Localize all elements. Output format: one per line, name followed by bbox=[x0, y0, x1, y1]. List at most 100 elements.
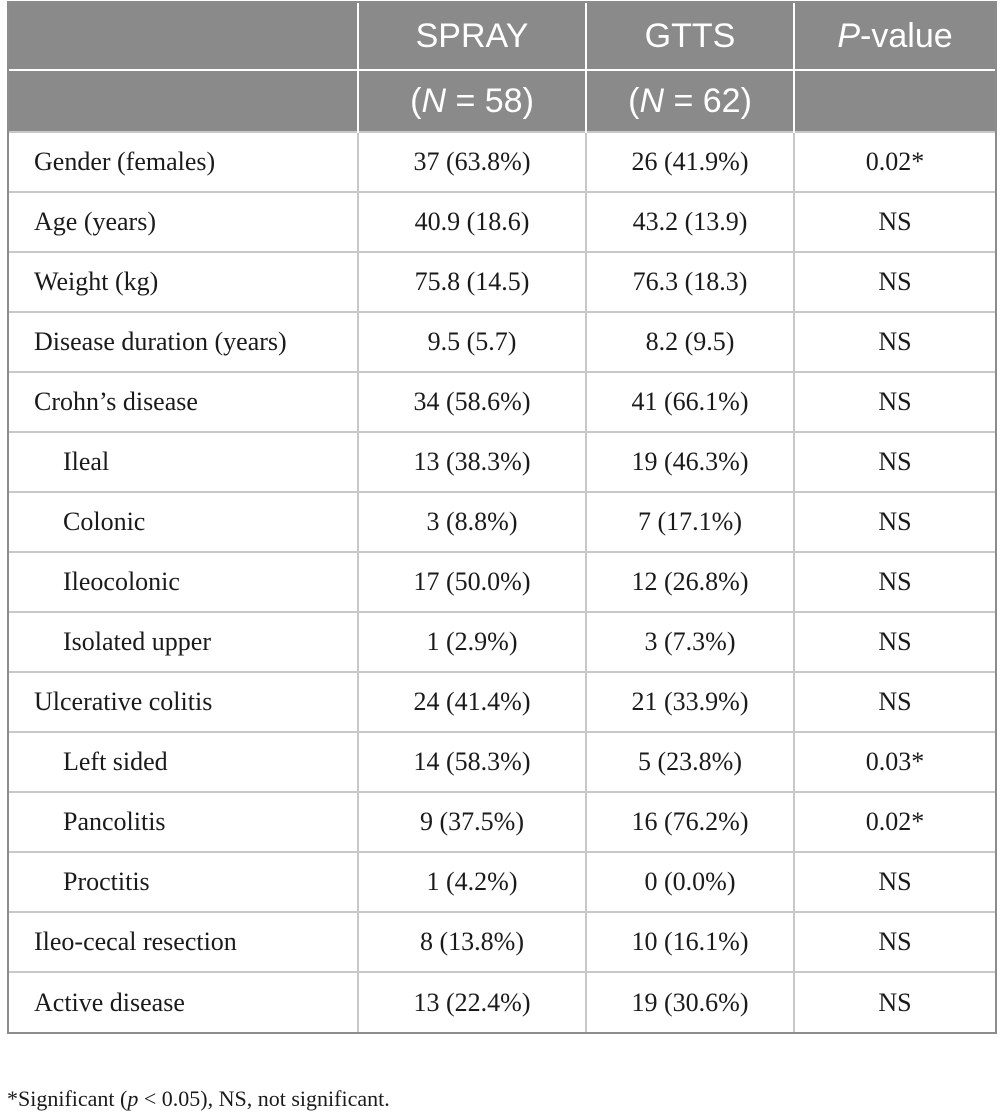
spray-value: 34 (58.6%) bbox=[357, 371, 587, 433]
gtts-value: 3 (7.3%) bbox=[585, 611, 795, 673]
row-label: Ileocolonic bbox=[9, 551, 359, 613]
gtts-value: 21 (33.9%) bbox=[585, 671, 795, 733]
row-label: Active disease bbox=[9, 971, 359, 1032]
header-row-1: SPRAY GTTS P-value bbox=[9, 3, 995, 71]
table-row: Ileocolonic 17 (50.0%) 12 (26.8%) NS bbox=[9, 551, 995, 613]
spray-value: 13 (38.3%) bbox=[357, 431, 587, 493]
row-label: Ileo-cecal resection bbox=[9, 911, 359, 973]
spray-value: 13 (22.4%) bbox=[357, 971, 587, 1032]
gtts-value: 41 (66.1%) bbox=[585, 371, 795, 433]
spray-value: 37 (63.8%) bbox=[357, 131, 587, 193]
spray-n-letter: N bbox=[421, 81, 446, 120]
p-value: NS bbox=[793, 971, 995, 1032]
row-label: Ileal bbox=[9, 431, 359, 493]
table-row: Crohn’s disease 34 (58.6%) 41 (66.1%) NS bbox=[9, 371, 995, 433]
gtts-value: 19 (46.3%) bbox=[585, 431, 795, 493]
footnote-part1: *Significant ( bbox=[7, 1086, 128, 1111]
table-footnote: *Significant (p < 0.05), NS, not signifi… bbox=[7, 1086, 390, 1112]
spray-value: 75.8 (14.5) bbox=[357, 251, 587, 313]
row-label: Age (years) bbox=[9, 191, 359, 253]
table-row: Active disease 13 (22.4%) 19 (30.6%) NS bbox=[9, 971, 995, 1032]
p-value: NS bbox=[793, 491, 995, 553]
header-blank-cell bbox=[9, 3, 359, 71]
header-blank-cell-3 bbox=[793, 70, 995, 132]
spray-n-open: ( bbox=[410, 81, 422, 120]
table-row: Age (years) 40.9 (18.6) 43.2 (13.9) NS bbox=[9, 191, 995, 253]
gtts-value: 0 (0.0%) bbox=[585, 851, 795, 913]
table-row: Disease duration (years) 9.5 (5.7) 8.2 (9.… bbox=[9, 311, 995, 373]
pvalue-suffix: -value bbox=[860, 16, 953, 55]
table-header: SPRAY GTTS P-value (N = 58) (N = 62) bbox=[9, 3, 995, 132]
table-row: Ulcerative colitis 24 (41.4%) 21 (33.9%) NS bbox=[9, 671, 995, 733]
spray-value: 3 (8.8%) bbox=[357, 491, 587, 553]
table-row: Ileo-cecal resection 8 (13.8%) 10 (16.1%) N… bbox=[9, 911, 995, 973]
header-row-2: (N = 58) (N = 62) bbox=[9, 70, 995, 132]
p-value: NS bbox=[793, 851, 995, 913]
spray-value: 24 (41.4%) bbox=[357, 671, 587, 733]
gtts-value: 10 (16.1%) bbox=[585, 911, 795, 973]
p-value: 0.03* bbox=[793, 731, 995, 793]
row-label: Crohn’s disease bbox=[9, 371, 359, 433]
p-value: 0.02* bbox=[793, 791, 995, 853]
spray-value: 40.9 (18.6) bbox=[357, 191, 587, 253]
spray-value: 8 (13.8%) bbox=[357, 911, 587, 973]
row-label: Isolated upper bbox=[9, 611, 359, 673]
spray-value: 14 (58.3%) bbox=[357, 731, 587, 793]
row-label: Ulcerative colitis bbox=[9, 671, 359, 733]
gtts-value: 8.2 (9.5) bbox=[585, 311, 795, 373]
spray-value: 17 (50.0%) bbox=[357, 551, 587, 613]
pvalue-p-letter: P bbox=[837, 16, 861, 55]
spray-value: 1 (2.9%) bbox=[357, 611, 587, 673]
spray-value: 9.5 (5.7) bbox=[357, 311, 587, 373]
table-row: Proctitis 1 (4.2%) 0 (0.0%) NS bbox=[9, 851, 995, 913]
p-value: NS bbox=[793, 671, 995, 733]
spray-value: 9 (37.5%) bbox=[357, 791, 587, 853]
footnote-p-letter: p bbox=[127, 1086, 139, 1111]
footnote-part2: < 0.05), NS, not significant. bbox=[138, 1086, 390, 1111]
header-pvalue: P-value bbox=[793, 3, 995, 71]
header-spray: SPRAY bbox=[357, 3, 587, 71]
header-spray-n: (N = 58) bbox=[357, 70, 587, 132]
gtts-value: 26 (41.9%) bbox=[585, 131, 795, 193]
row-label: Weight (kg) bbox=[9, 251, 359, 313]
row-label: Pancolitis bbox=[9, 791, 359, 853]
demographics-table: SPRAY GTTS P-value (N = 58) (N = 62) Gen… bbox=[9, 3, 995, 1032]
header-blank-cell-2 bbox=[9, 70, 359, 132]
table-row: Gender (females) 37 (63.8%) 26 (41.9%) 0.02… bbox=[9, 131, 995, 193]
data-table-container: SPRAY GTTS P-value (N = 58) (N = 62) Gen… bbox=[7, 1, 997, 1034]
gtts-value: 16 (76.2%) bbox=[585, 791, 795, 853]
p-value: 0.02* bbox=[793, 131, 995, 193]
gtts-value: 19 (30.6%) bbox=[585, 971, 795, 1032]
gtts-value: 76.3 (18.3) bbox=[585, 251, 795, 313]
gtts-n-letter: N bbox=[639, 81, 664, 120]
p-value: NS bbox=[793, 371, 995, 433]
row-label: Proctitis bbox=[9, 851, 359, 913]
gtts-n-rest: = 62) bbox=[664, 81, 752, 120]
table-row: Pancolitis 9 (37.5%) 16 (76.2%) 0.02* bbox=[9, 791, 995, 853]
header-gtts: GTTS bbox=[585, 3, 795, 71]
table-row: Isolated upper 1 (2.9%) 3 (7.3%) NS bbox=[9, 611, 995, 673]
table-row: Ileal 13 (38.3%) 19 (46.3%) NS bbox=[9, 431, 995, 493]
p-value: NS bbox=[793, 431, 995, 493]
p-value: NS bbox=[793, 191, 995, 253]
row-label: Colonic bbox=[9, 491, 359, 553]
table-body: Gender (females) 37 (63.8%) 26 (41.9%) 0.02… bbox=[9, 131, 995, 1032]
p-value: NS bbox=[793, 311, 995, 373]
gtts-value: 43.2 (13.9) bbox=[585, 191, 795, 253]
gtts-value: 5 (23.8%) bbox=[585, 731, 795, 793]
table-row: Left sided 14 (58.3%) 5 (23.8%) 0.03* bbox=[9, 731, 995, 793]
p-value: NS bbox=[793, 551, 995, 613]
row-label: Left sided bbox=[9, 731, 359, 793]
gtts-value: 7 (17.1%) bbox=[585, 491, 795, 553]
p-value: NS bbox=[793, 611, 995, 673]
spray-n-rest: = 58) bbox=[446, 81, 534, 120]
table-row: Weight (kg) 75.8 (14.5) 76.3 (18.3) NS bbox=[9, 251, 995, 313]
p-value: NS bbox=[793, 251, 995, 313]
spray-value: 1 (4.2%) bbox=[357, 851, 587, 913]
header-gtts-n: (N = 62) bbox=[585, 70, 795, 132]
gtts-value: 12 (26.8%) bbox=[585, 551, 795, 613]
row-label: Gender (females) bbox=[9, 131, 359, 193]
table-row: Colonic 3 (8.8%) 7 (17.1%) NS bbox=[9, 491, 995, 553]
gtts-n-open: ( bbox=[628, 81, 640, 120]
row-label: Disease duration (years) bbox=[9, 311, 359, 373]
